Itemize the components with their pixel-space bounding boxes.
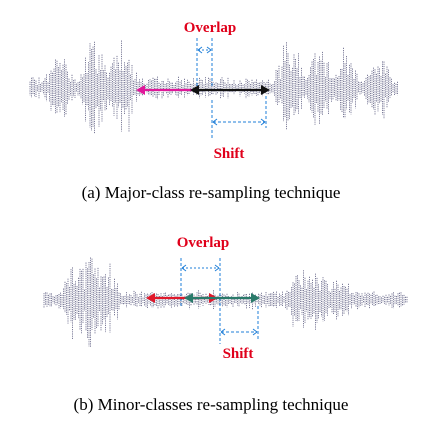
waveform-major bbox=[29, 40, 398, 134]
shift-bracket bbox=[219, 306, 259, 344]
window-arrows bbox=[146, 293, 260, 303]
shift-bracket bbox=[211, 96, 267, 138]
waveform-minor bbox=[43, 257, 408, 348]
window-arrows bbox=[136, 85, 270, 95]
caption-minor: (b) Minor-classes re-sampling technique bbox=[73, 395, 349, 414]
waveform-trace bbox=[43, 257, 408, 348]
panel-major-class: Overlap Shift bbox=[29, 20, 398, 162]
shift-label: Shift bbox=[223, 346, 254, 362]
caption-major: (a) Major-class re-sampling technique bbox=[81, 183, 341, 202]
shift-label: Shift bbox=[214, 146, 245, 162]
panel-minor-classes: Overlap Shift bbox=[43, 235, 408, 362]
overlap-label: Overlap bbox=[184, 20, 237, 36]
waveform-trace bbox=[29, 40, 398, 134]
overlap-bracket bbox=[196, 38, 213, 88]
overlap-label: Overlap bbox=[177, 235, 230, 251]
